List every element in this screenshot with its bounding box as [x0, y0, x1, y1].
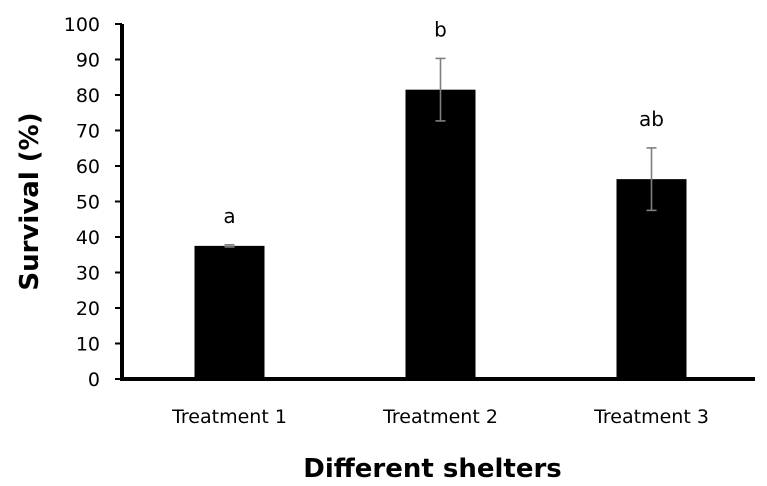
x-axis-title: Different shelters — [303, 454, 562, 484]
error-bar — [224, 244, 235, 248]
bar-group — [194, 89, 687, 380]
y-tick-label: 10 — [76, 334, 100, 356]
bar — [405, 89, 476, 380]
bar — [616, 179, 687, 379]
y-tick-label: 60 — [76, 156, 100, 178]
y-tick-label: 0 — [88, 369, 100, 391]
y-tick-label: 100 — [64, 14, 100, 36]
y-tick-label: 90 — [76, 50, 100, 72]
x-tick-label: Treatment 3 — [593, 406, 709, 428]
bar — [194, 245, 265, 379]
y-tick-group: 0 10 20 30 40 50 60 70 80 90 100 — [64, 14, 122, 391]
y-tick-label: 50 — [76, 192, 100, 214]
y-tick-label: 30 — [76, 263, 100, 285]
y-tick-label: 40 — [76, 227, 100, 249]
y-tick-label: 70 — [76, 121, 100, 143]
significance-label: b — [434, 17, 447, 41]
x-tick-group: Treatment 1 Treatment 2 Treatment 3 — [171, 406, 709, 428]
error-bar — [646, 147, 657, 212]
error-bar — [435, 57, 446, 122]
x-tick-label: Treatment 1 — [171, 406, 287, 428]
y-tick-label: 80 — [76, 85, 100, 107]
y-tick-label: 20 — [76, 298, 100, 320]
x-tick-label: Treatment 2 — [382, 406, 498, 428]
significance-label: ab — [639, 107, 664, 131]
error-bar-group — [224, 57, 657, 248]
y-axis-title: Survival (%) — [15, 112, 45, 290]
significance-label: a — [223, 204, 235, 228]
